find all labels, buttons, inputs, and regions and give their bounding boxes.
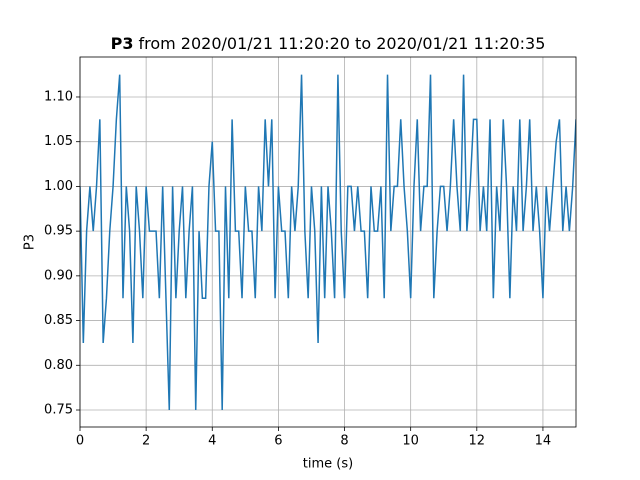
x-tick-label: 6 [274,434,282,449]
y-tick-label: 1.10 [44,89,73,104]
x-tick-label: 14 [535,434,552,449]
x-tick-label: 12 [469,434,486,449]
y-tick-label: 1.05 [44,134,73,149]
data-line [80,74,576,411]
y-tick-label: 0.75 [44,403,73,418]
y-axis-label: P3 [23,234,38,250]
x-tick-label: 8 [340,434,348,449]
x-tick-label: 4 [208,434,216,449]
y-tick-label: 0.95 [44,224,73,239]
x-tick-label: 2 [142,434,150,449]
y-tick-label: 0.80 [44,358,73,373]
x-axis-label: time (s) [303,457,353,472]
title-bold: P3 [111,34,134,53]
title-rest: from 2020/01/21 11:20:20 to 2020/01/21 1… [138,34,545,53]
x-tick-label: 0 [76,434,84,449]
chart-title: P3 from 2020/01/21 11:20:20 to 2020/01/21… [111,34,546,53]
y-tick-label: 0.85 [44,313,73,328]
y-tick-label: 1.00 [44,179,73,194]
plot-frame [79,56,577,428]
y-tick-label: 0.90 [44,268,73,283]
x-tick-label: 10 [402,434,419,449]
